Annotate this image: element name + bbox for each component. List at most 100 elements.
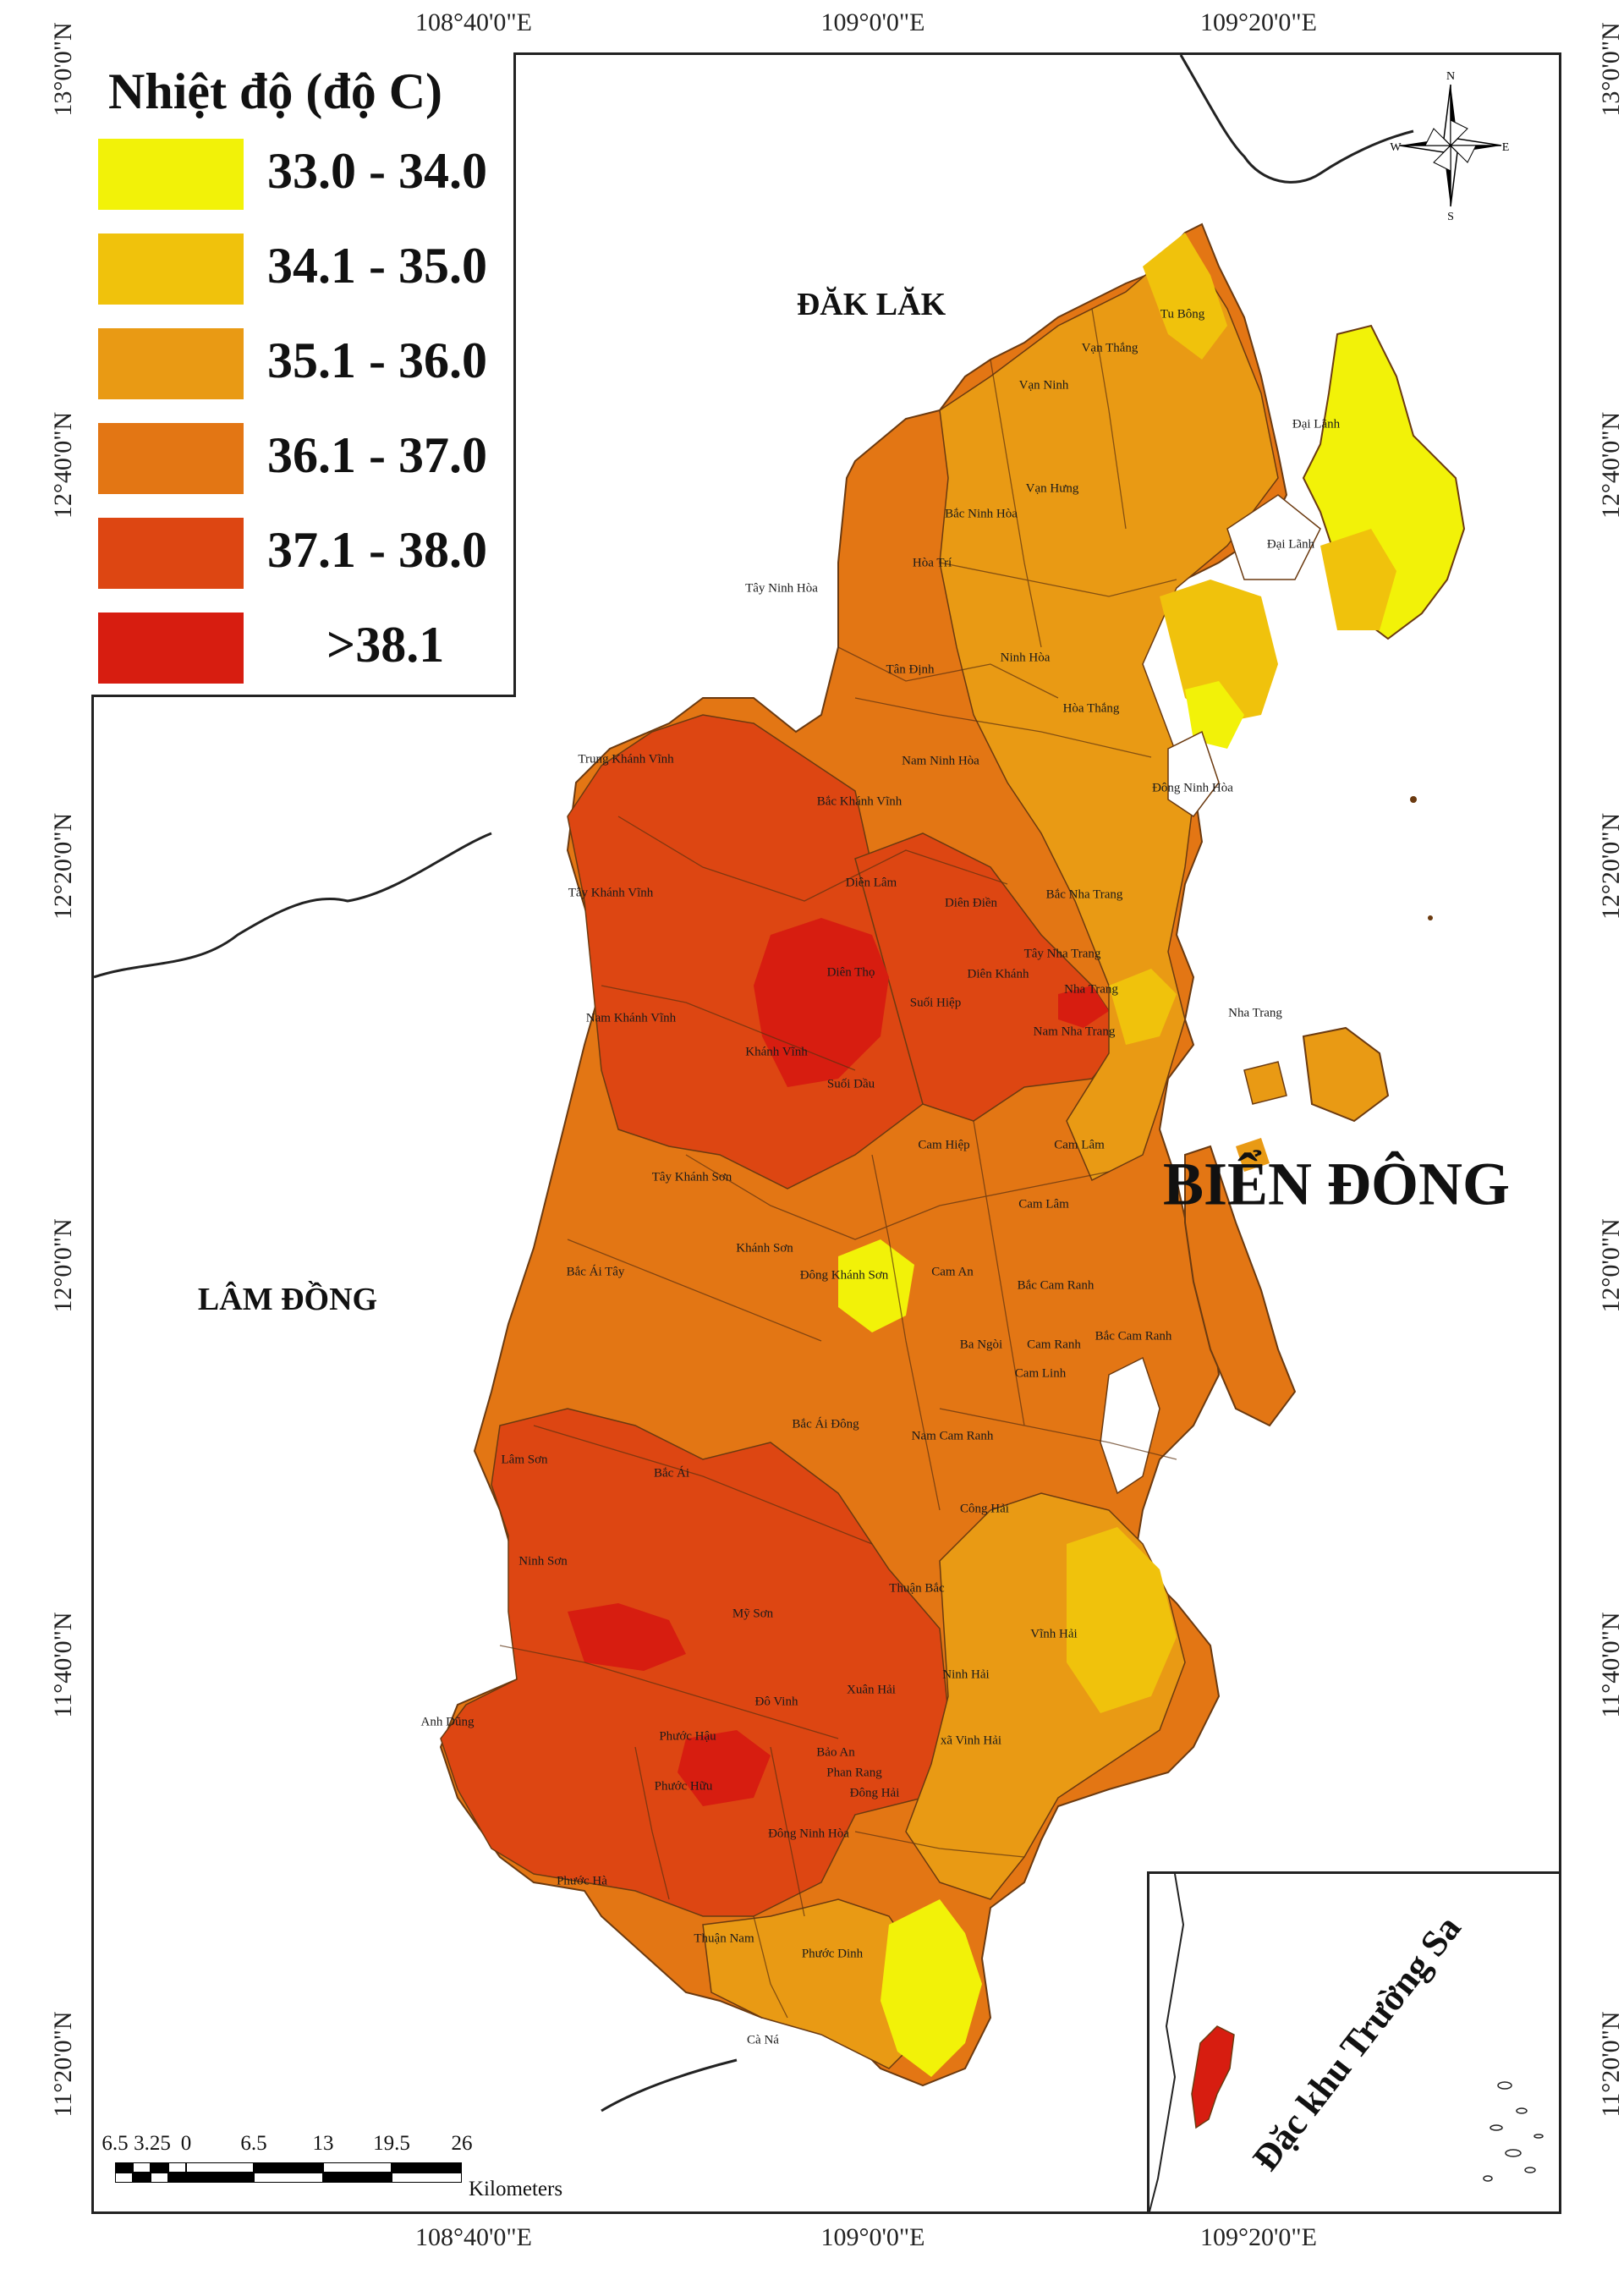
commune-label: Hòa Trí: [912, 556, 952, 570]
zone-cool-coast-4: [1109, 969, 1177, 1045]
scale-label: 19.5: [373, 2132, 410, 2155]
axis-left-label-3: 12°20'0"N: [49, 812, 77, 920]
commune-label: Vạn Hưng: [1025, 481, 1079, 496]
commune-label: Phước Hữu: [654, 1779, 713, 1794]
legend-label-6: >38.1: [326, 617, 445, 673]
commune-label: Suối Dầu: [826, 1077, 875, 1091]
axis-right-label-6: 11°20'0"N: [1597, 2011, 1624, 2118]
commune-label: Vĩnh Hải: [1030, 1627, 1078, 1641]
commune-label: Nha Trang: [1228, 1006, 1282, 1020]
legend-item-2: 34.1 - 35.0: [98, 233, 513, 306]
commune-label: Bắc Nha Trang: [1045, 887, 1123, 902]
axis-left-label-2: 12°40'0"N: [49, 411, 77, 519]
commune-label: Phước Hậu: [659, 1729, 716, 1744]
zone-coolest-phuoc-dinh: [881, 1899, 982, 2077]
scale-bar: 6.5 3.25 0 6.5 13 19.5 26 Kilometers: [102, 2132, 562, 2208]
commune-label: Xuân Hải: [847, 1683, 896, 1697]
island-small-1: [1243, 1061, 1287, 1105]
zone-southwest-hot: [440, 1408, 949, 1917]
zone-hottest-4: [1058, 986, 1109, 1028]
commune-label: Ninh Hòa: [1000, 651, 1051, 665]
commune-label: Diên Thọ: [826, 965, 875, 980]
commune-label: Cà Ná: [747, 2033, 779, 2047]
commune-label: Tu Bông: [1160, 307, 1205, 321]
commune-label: Nam Cam Ranh: [911, 1429, 994, 1443]
commune-label: Diên Khánh: [967, 967, 1029, 981]
zone-cool-coast-1: [1143, 233, 1227, 360]
commune-label: Tân Định: [886, 662, 935, 677]
commune-label: Đô Vinh: [754, 1695, 798, 1709]
commune-label: Công Hải: [960, 1502, 1009, 1516]
compass-s: S: [1447, 211, 1454, 222]
scale-label: 26: [451, 2132, 473, 2155]
legend-label-2: 34.1 - 35.0: [267, 238, 487, 294]
commune-label: Nam Ninh Hòa: [902, 754, 979, 768]
axis-bottom-label-2: 109°0'0"E: [820, 2223, 925, 2251]
commune-label: Cam Hiệp: [918, 1138, 970, 1152]
commune-label: Lâm Sơn: [501, 1453, 548, 1467]
axis-top-label-2: 109°0'0"E: [820, 8, 925, 36]
sea-label-bien-dong: BIỂN ĐÔNG: [1162, 1150, 1511, 1218]
legend-item-5: 37.1 - 38.0: [98, 518, 513, 591]
commune-label: Anh Dũng: [420, 1715, 475, 1729]
commune-label: Diên Lâm: [845, 876, 897, 890]
axis-bottom-label-1: 108°40'0"E: [415, 2223, 532, 2251]
legend-swatch-2: [98, 233, 244, 305]
scale-label: 6.5: [240, 2132, 267, 2155]
zone-coolest-ninh-hoa: [1185, 681, 1244, 749]
compass-w: W: [1390, 141, 1402, 154]
axis-top-label-3: 109°20'0"E: [1200, 8, 1317, 36]
scale-label: 0: [180, 2132, 192, 2155]
legend-label-5: 37.1 - 38.0: [267, 522, 487, 578]
commune-label: Khánh Vĩnh: [745, 1045, 808, 1059]
legend-item-6: >38.1: [98, 613, 513, 685]
commune-label: Vạn Ninh: [1018, 378, 1069, 393]
scale-unit: Kilometers: [469, 2178, 563, 2200]
legend-item-4: 36.1 - 37.0: [98, 423, 513, 496]
legend-title: Nhiệt độ (độ C): [108, 63, 443, 119]
legend-label-3: 35.1 - 36.0: [267, 332, 487, 388]
commune-label: Vạn Thắng: [1081, 341, 1138, 355]
legend: Nhiệt độ (độ C) 33.0 - 34.0 34.1 - 35.0 …: [91, 52, 516, 697]
inset-map-canvas: [1149, 1874, 1544, 2211]
map-canvas: [94, 55, 1466, 2112]
legend-swatch-4: [98, 423, 244, 494]
commune-label: Phan Rang: [826, 1766, 882, 1780]
commune-label: Suối Hiệp: [909, 996, 962, 1010]
compass-rose-icon: N S W E: [1390, 70, 1510, 223]
north-arrow-icon: N S W E: [1387, 61, 1514, 223]
commune-label: Đông Ninh Hòa: [1152, 781, 1233, 795]
zone-cool-coast-2: [1160, 580, 1278, 723]
commune-label: Khánh Sơn: [736, 1241, 793, 1255]
border-north: [1179, 55, 1414, 184]
commune-label: Trung Khánh Vĩnh: [578, 752, 674, 766]
commune-label: Diên Điền: [944, 896, 998, 910]
legend-item-1: 33.0 - 34.0: [98, 139, 513, 212]
commune-label: Ninh Sơn: [518, 1554, 568, 1569]
zone-hottest-2: [568, 1603, 686, 1671]
zone-hottest-1: [754, 918, 889, 1087]
axis-left-label-6: 11°20'0"N: [49, 2011, 77, 2118]
commune-label: Đông Khánh Sơn: [799, 1268, 889, 1283]
compass-n: N: [1446, 70, 1455, 83]
border-south: [601, 2058, 738, 2112]
peninsula-cam-ranh: [1184, 1145, 1297, 1427]
compass-e: E: [1502, 141, 1510, 154]
commune-label: Bắc Ninh Hòa: [945, 507, 1018, 521]
axis-right-label-1: 13°0'0"N: [1597, 22, 1624, 117]
commune-label: Nha Trang: [1064, 982, 1118, 997]
zone-coolest-khanh-son: [838, 1239, 914, 1332]
island-small-2: [1236, 1138, 1270, 1172]
commune-label: Thuận Bắc: [889, 1581, 945, 1596]
inset-islands: [1483, 2081, 1544, 2182]
axis-right-label-3: 12°20'0"N: [1597, 812, 1624, 920]
commune-label: Đại Lãnh: [1292, 417, 1341, 431]
axis-bottom-label-3: 109°20'0"E: [1200, 2223, 1317, 2251]
commune-label: Cam Lâm: [1018, 1197, 1069, 1211]
commune-label: Nam Khánh Vĩnh: [585, 1011, 677, 1025]
axis-left-label-1: 13°0'0"N: [49, 22, 77, 117]
map-frame: [91, 52, 1561, 2214]
commune-label: Bắc Ái: [653, 1466, 690, 1481]
scale-label: 13: [312, 2132, 334, 2155]
legend-item-3: 35.1 - 36.0: [98, 328, 513, 401]
